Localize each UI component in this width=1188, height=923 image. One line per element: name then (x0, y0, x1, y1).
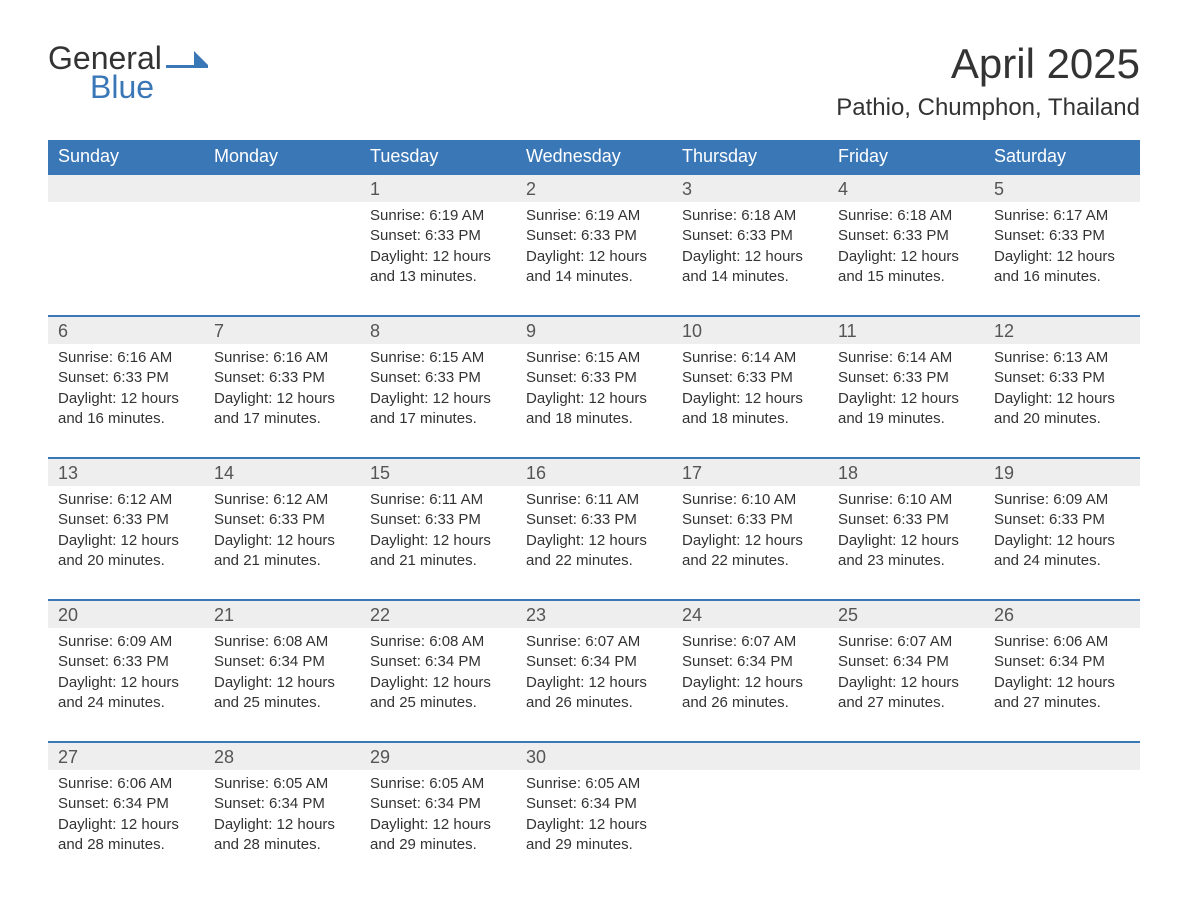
day-detail-cell: Sunrise: 6:08 AMSunset: 6:34 PMDaylight:… (360, 628, 516, 742)
day-number-cell: 21 (204, 600, 360, 628)
day-number-cell: 23 (516, 600, 672, 628)
day-number-cell: 7 (204, 316, 360, 344)
day-number-cell (48, 174, 204, 202)
header: General Blue April 2025 Pathio, Chumphon… (48, 40, 1140, 136)
day-detail-cell: Sunrise: 6:11 AMSunset: 6:33 PMDaylight:… (360, 486, 516, 600)
day-number-cell: 6 (48, 316, 204, 344)
day-detail-cell: Sunrise: 6:10 AMSunset: 6:33 PMDaylight:… (828, 486, 984, 600)
day-detail-cell: Sunrise: 6:16 AMSunset: 6:33 PMDaylight:… (204, 344, 360, 458)
day-detail-cell: Sunrise: 6:08 AMSunset: 6:34 PMDaylight:… (204, 628, 360, 742)
day-number-cell: 20 (48, 600, 204, 628)
day-detail-cell: Sunrise: 6:18 AMSunset: 6:33 PMDaylight:… (828, 202, 984, 316)
day-number-cell: 9 (516, 316, 672, 344)
day-detail-cell: Sunrise: 6:15 AMSunset: 6:33 PMDaylight:… (360, 344, 516, 458)
day-detail-cell: Sunrise: 6:09 AMSunset: 6:33 PMDaylight:… (48, 628, 204, 742)
day-number-cell: 24 (672, 600, 828, 628)
day-detail-cell: Sunrise: 6:10 AMSunset: 6:33 PMDaylight:… (672, 486, 828, 600)
calendar-table: Sunday Monday Tuesday Wednesday Thursday… (48, 140, 1140, 883)
day-number-cell: 28 (204, 742, 360, 770)
day-detail-cell: Sunrise: 6:06 AMSunset: 6:34 PMDaylight:… (984, 628, 1140, 742)
day-detail-cell: Sunrise: 6:12 AMSunset: 6:33 PMDaylight:… (48, 486, 204, 600)
day-number-cell: 17 (672, 458, 828, 486)
day-header: Monday (204, 140, 360, 174)
day-number-cell: 29 (360, 742, 516, 770)
day-number-cell: 15 (360, 458, 516, 486)
detail-row: Sunrise: 6:06 AMSunset: 6:34 PMDaylight:… (48, 770, 1140, 883)
day-header: Friday (828, 140, 984, 174)
day-detail-cell: Sunrise: 6:09 AMSunset: 6:33 PMDaylight:… (984, 486, 1140, 600)
day-detail-cell (204, 202, 360, 316)
detail-row: Sunrise: 6:12 AMSunset: 6:33 PMDaylight:… (48, 486, 1140, 600)
day-header: Thursday (672, 140, 828, 174)
day-detail-cell (828, 770, 984, 883)
day-header: Sunday (48, 140, 204, 174)
daynum-row: 6789101112 (48, 316, 1140, 344)
day-number-cell: 8 (360, 316, 516, 344)
day-number-cell: 18 (828, 458, 984, 486)
day-detail-cell (672, 770, 828, 883)
day-number-cell: 30 (516, 742, 672, 770)
day-header-row: Sunday Monday Tuesday Wednesday Thursday… (48, 140, 1140, 174)
daynum-row: 13141516171819 (48, 458, 1140, 486)
day-detail-cell: Sunrise: 6:18 AMSunset: 6:33 PMDaylight:… (672, 202, 828, 316)
day-detail-cell: Sunrise: 6:17 AMSunset: 6:33 PMDaylight:… (984, 202, 1140, 316)
day-header: Tuesday (360, 140, 516, 174)
day-number-cell: 5 (984, 174, 1140, 202)
flag-icon (166, 47, 208, 74)
day-number-cell (672, 742, 828, 770)
logo: General Blue (48, 40, 208, 106)
day-number-cell: 13 (48, 458, 204, 486)
daynum-row: 12345 (48, 174, 1140, 202)
day-number-cell: 10 (672, 316, 828, 344)
detail-row: Sunrise: 6:16 AMSunset: 6:33 PMDaylight:… (48, 344, 1140, 458)
daynum-row: 27282930 (48, 742, 1140, 770)
day-detail-cell: Sunrise: 6:05 AMSunset: 6:34 PMDaylight:… (204, 770, 360, 883)
day-number-cell: 25 (828, 600, 984, 628)
daynum-row: 20212223242526 (48, 600, 1140, 628)
day-detail-cell: Sunrise: 6:14 AMSunset: 6:33 PMDaylight:… (828, 344, 984, 458)
day-detail-cell: Sunrise: 6:15 AMSunset: 6:33 PMDaylight:… (516, 344, 672, 458)
day-number-cell: 22 (360, 600, 516, 628)
day-detail-cell: Sunrise: 6:13 AMSunset: 6:33 PMDaylight:… (984, 344, 1140, 458)
day-number-cell: 11 (828, 316, 984, 344)
day-number-cell: 26 (984, 600, 1140, 628)
detail-row: Sunrise: 6:19 AMSunset: 6:33 PMDaylight:… (48, 202, 1140, 316)
day-detail-cell: Sunrise: 6:11 AMSunset: 6:33 PMDaylight:… (516, 486, 672, 600)
day-number-cell: 14 (204, 458, 360, 486)
location-subtitle: Pathio, Chumphon, Thailand (836, 94, 1140, 122)
day-number-cell (204, 174, 360, 202)
day-number-cell: 16 (516, 458, 672, 486)
day-detail-cell: Sunrise: 6:07 AMSunset: 6:34 PMDaylight:… (516, 628, 672, 742)
detail-row: Sunrise: 6:09 AMSunset: 6:33 PMDaylight:… (48, 628, 1140, 742)
day-header: Wednesday (516, 140, 672, 174)
day-number-cell (984, 742, 1140, 770)
day-number-cell (828, 742, 984, 770)
day-number-cell: 3 (672, 174, 828, 202)
month-title: April 2025 (836, 40, 1140, 88)
day-number-cell: 1 (360, 174, 516, 202)
calendar-body: 12345 Sunrise: 6:19 AMSunset: 6:33 PMDay… (48, 174, 1140, 883)
day-detail-cell: Sunrise: 6:05 AMSunset: 6:34 PMDaylight:… (516, 770, 672, 883)
day-detail-cell: Sunrise: 6:16 AMSunset: 6:33 PMDaylight:… (48, 344, 204, 458)
day-detail-cell: Sunrise: 6:07 AMSunset: 6:34 PMDaylight:… (672, 628, 828, 742)
day-detail-cell: Sunrise: 6:19 AMSunset: 6:33 PMDaylight:… (516, 202, 672, 316)
day-number-cell: 19 (984, 458, 1140, 486)
day-detail-cell: Sunrise: 6:12 AMSunset: 6:33 PMDaylight:… (204, 486, 360, 600)
day-detail-cell (984, 770, 1140, 883)
day-detail-cell: Sunrise: 6:06 AMSunset: 6:34 PMDaylight:… (48, 770, 204, 883)
day-number-cell: 4 (828, 174, 984, 202)
day-number-cell: 12 (984, 316, 1140, 344)
day-detail-cell: Sunrise: 6:19 AMSunset: 6:33 PMDaylight:… (360, 202, 516, 316)
day-detail-cell (48, 202, 204, 316)
day-detail-cell: Sunrise: 6:07 AMSunset: 6:34 PMDaylight:… (828, 628, 984, 742)
day-detail-cell: Sunrise: 6:14 AMSunset: 6:33 PMDaylight:… (672, 344, 828, 458)
day-number-cell: 27 (48, 742, 204, 770)
title-block: April 2025 Pathio, Chumphon, Thailand (836, 40, 1140, 136)
day-detail-cell: Sunrise: 6:05 AMSunset: 6:34 PMDaylight:… (360, 770, 516, 883)
day-header: Saturday (984, 140, 1140, 174)
day-number-cell: 2 (516, 174, 672, 202)
